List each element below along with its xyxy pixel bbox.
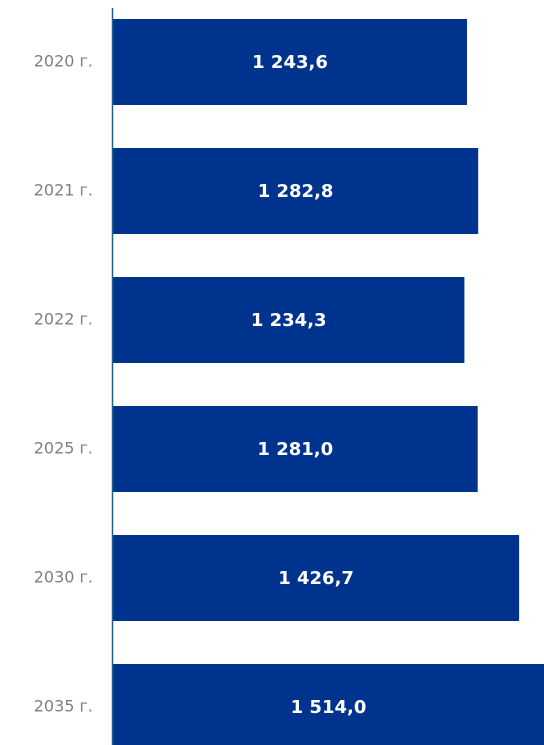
bars-group: 2020 г. 1 243,6 2021 г. 1 282,8 2022 г. 1 234… bbox=[34, 19, 544, 745]
bar bbox=[113, 19, 467, 105]
category-label: 2021 г. bbox=[34, 181, 93, 200]
value-label: 1 514,0 bbox=[291, 697, 367, 718]
category-label: 2020 г. bbox=[34, 52, 93, 71]
bar bbox=[113, 148, 479, 234]
bar bbox=[113, 664, 544, 745]
value-label: 1 426,7 bbox=[278, 568, 354, 589]
category-label: 2022 г. bbox=[34, 310, 93, 329]
value-label: 1 282,8 bbox=[258, 181, 334, 202]
value-label: 1 234,3 bbox=[251, 310, 327, 331]
value-label: 1 281,0 bbox=[257, 439, 333, 460]
category-label: 2025 г. bbox=[34, 439, 93, 458]
bar bbox=[113, 277, 465, 363]
category-label: 2035 г. bbox=[34, 697, 93, 716]
category-label: 2030 г. bbox=[34, 568, 93, 587]
bar bbox=[113, 535, 520, 621]
bar bbox=[113, 406, 478, 492]
value-label: 1 243,6 bbox=[252, 52, 328, 73]
